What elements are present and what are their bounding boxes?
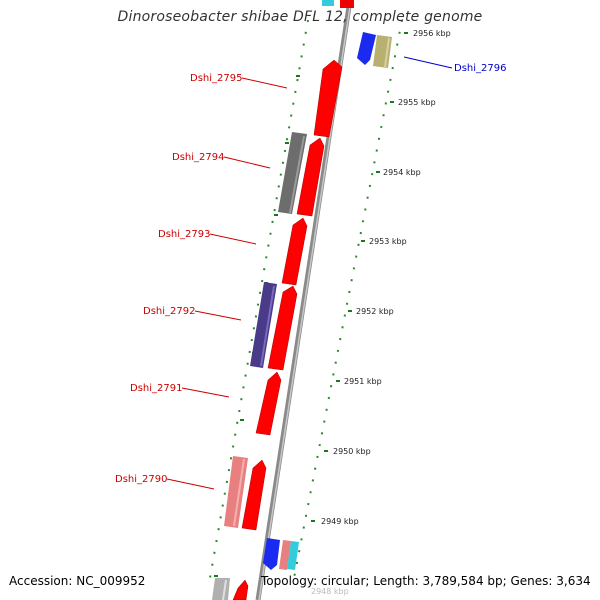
label-dshi-2792[interactable]: Dshi_2792 (143, 306, 195, 317)
genome-title: Dinoroseobacter shibae DFL 12, complete … (117, 9, 483, 25)
tick-2951: 2951 kbp (344, 377, 382, 386)
topology-text: Topology: circular; Length: 3,789,584 bp… (261, 574, 591, 588)
tick-2948: 2948 kbp (311, 587, 349, 596)
tick-2952: 2952 kbp (356, 307, 394, 316)
tick-2954: 2954 kbp (383, 168, 421, 177)
tick-2950: 2950 kbp (333, 447, 371, 456)
other-genes (212, 132, 307, 600)
gene-blue-top (357, 32, 376, 65)
gene-dshi-2793 (281, 217, 308, 286)
gene-blue-bottom (263, 538, 280, 570)
inner-dotted-track (293, 19, 403, 579)
gene-dshi-2790-fwd (241, 459, 267, 531)
label-dshi-2791[interactable]: Dshi_2791 (130, 383, 182, 394)
tick-2953: 2953 kbp (369, 237, 407, 246)
gene-dshi-2794-fwd (296, 137, 325, 217)
gene-bottom-red (232, 579, 249, 600)
tick-2955: 2955 kbp (398, 98, 436, 107)
gene-dshi-2791 (255, 371, 282, 436)
label-dshi-2790[interactable]: Dshi_2790 (115, 474, 167, 485)
gene-dshi-2795 (313, 59, 343, 138)
tick-2956: 2956 kbp (413, 29, 451, 38)
partial-gene-top-cyan (322, 0, 334, 6)
partial-gene-top-red (340, 0, 354, 8)
forward-genes (232, 59, 343, 600)
accession-text: Accession: NC_009952 (9, 574, 146, 588)
gene-cyan-small (287, 541, 299, 570)
tick-2949: 2949 kbp (321, 517, 359, 526)
gene-dshi-2796 (373, 35, 392, 68)
label-dshi-2796[interactable]: Dshi_2796 (454, 63, 506, 74)
label-dshi-2795[interactable]: Dshi_2795 (190, 73, 242, 84)
label-leaders (166, 56, 453, 490)
gene-dshi-2794-grey (278, 132, 307, 214)
label-dshi-2794[interactable]: Dshi_2794 (172, 152, 224, 163)
gene-bottom-grey (212, 578, 230, 600)
gene-dshi-2792-fwd (267, 285, 298, 371)
reverse-genes (263, 32, 392, 570)
kbp-tick-marks (311, 32, 408, 522)
label-dshi-2793[interactable]: Dshi_2793 (158, 229, 210, 240)
